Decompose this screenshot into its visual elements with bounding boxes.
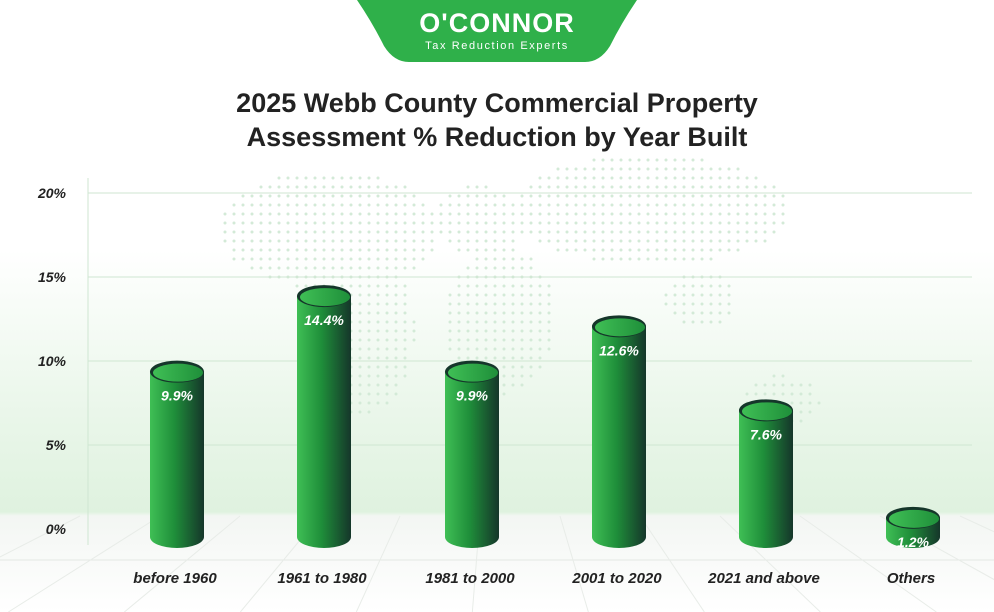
bar-body: [150, 371, 204, 537]
bar-value-label: 1.2%: [897, 534, 929, 550]
bar-value-label: 9.9%: [161, 388, 193, 404]
bar-base: [297, 526, 351, 548]
x-tick-label: 1961 to 1980: [277, 570, 367, 587]
grid-lines: [87, 178, 972, 545]
bar-cap-highlight: [300, 288, 350, 307]
bar-value-label: 7.6%: [750, 426, 782, 442]
y-tick-label: 15%: [38, 269, 67, 285]
bar-body: [739, 410, 793, 537]
logo-badge: [357, 0, 637, 62]
bars: 9.9% 14.4% 9.9% 12.6% 7.6% 1.2%: [150, 285, 940, 550]
bar-base: [739, 526, 793, 548]
x-tick-label: 1981 to 2000: [425, 570, 515, 587]
bar: 12.6%: [592, 315, 646, 548]
logo-name: O'CONNOR: [419, 8, 575, 38]
bar-cap-highlight: [742, 402, 792, 421]
y-tick-label: 10%: [38, 353, 67, 369]
bar-base: [445, 526, 499, 548]
bar: 7.6%: [739, 399, 793, 548]
y-axis: 0% 5% 10% 15% 20%: [37, 185, 67, 537]
bar-cap-highlight: [153, 363, 203, 382]
chart-title-line-1: 2025 Webb County Commercial Property: [236, 88, 758, 118]
logo-tab-shape: [357, 0, 637, 62]
bar-base: [592, 526, 646, 548]
bar-cap-highlight: [448, 363, 498, 382]
bar-body: [297, 296, 351, 537]
x-tick-label: before 1960: [133, 570, 217, 587]
bar: 1.2%: [886, 506, 940, 550]
bar: 9.9%: [150, 360, 204, 548]
logo-tagline: Tax Reduction Experts: [425, 40, 569, 52]
bar-body: [445, 371, 499, 537]
x-tick-label: Others: [887, 570, 935, 587]
bar: 14.4%: [297, 285, 351, 548]
bar-value-label: 14.4%: [304, 312, 344, 328]
bar-body: [592, 326, 646, 537]
bar-base: [150, 526, 204, 548]
x-tick-label: 2001 to 2020: [571, 570, 662, 587]
bar-cap-highlight: [595, 318, 645, 337]
y-tick-label: 5%: [46, 437, 67, 453]
bar-base: [886, 526, 940, 548]
bar-cap-highlight: [889, 509, 939, 528]
x-axis: before 1960 1961 to 1980 1981 to 2000 2001 …: [133, 570, 935, 587]
bar-value-label: 9.9%: [456, 388, 488, 404]
bar: 9.9%: [445, 360, 499, 548]
chart-title: 2025 Webb County Commercial Property Ass…: [160, 86, 834, 154]
chart-title-line-2: Assessment % Reduction by Year Built: [246, 122, 748, 152]
bar-value-label: 12.6%: [599, 342, 639, 358]
x-tick-label: 2021 and above: [707, 570, 820, 587]
y-tick-label: 0%: [46, 521, 67, 537]
y-tick-label: 20%: [37, 185, 67, 201]
